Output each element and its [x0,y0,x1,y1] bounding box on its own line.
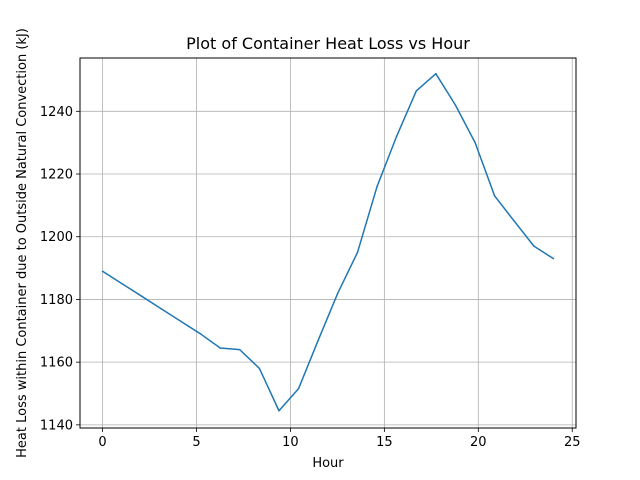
data-point [121,283,123,285]
data-point [376,185,378,188]
y-tick-label: 1200 [40,230,73,245]
x-tick-label: 25 [564,435,581,450]
y-axis-label: Heat Loss within Container due to Outsid… [15,28,30,458]
data-point [238,348,241,351]
y-tick-label: 1180 [40,293,73,308]
data-point [317,339,319,341]
x-tick-label: 15 [376,435,393,450]
data-point [337,292,339,294]
data-point [258,367,261,370]
data-point [219,347,221,349]
series-layer [101,72,555,412]
data-point [454,104,457,106]
series-line [102,72,554,412]
x-tick-label: 10 [282,435,299,450]
y-tick-label: 1140 [40,418,73,433]
tick-layer: 0 5 10 15 20 25 1140 1160 1180 1200 1220 1240 [40,105,581,450]
axes-frame [79,57,577,429]
y-tick-label: 1160 [40,356,73,371]
chart-title: Plot of Container Heat Loss vs Hour [186,34,470,53]
data-point [180,320,182,323]
y-tick-label: 1240 [40,105,73,120]
data-point [141,295,143,298]
data-point [297,388,300,390]
data-point [435,72,437,75]
data-point [395,135,398,138]
data-point [533,245,535,247]
data-point [552,257,555,260]
x-tick-label: 0 [98,435,106,450]
data-point [493,195,496,197]
data-point [101,270,104,272]
data-point [160,308,163,310]
x-tick-label: 20 [470,435,487,450]
data-point [356,251,359,254]
data-point [199,333,202,335]
data-point [513,220,515,222]
data-point [415,90,418,92]
grid-layer [80,58,576,428]
y-tick-label: 1220 [40,168,73,183]
data-point [474,141,476,144]
x-axis-label: Hour [312,456,344,471]
data-point [278,410,280,412]
x-tick-label: 5 [192,435,200,450]
